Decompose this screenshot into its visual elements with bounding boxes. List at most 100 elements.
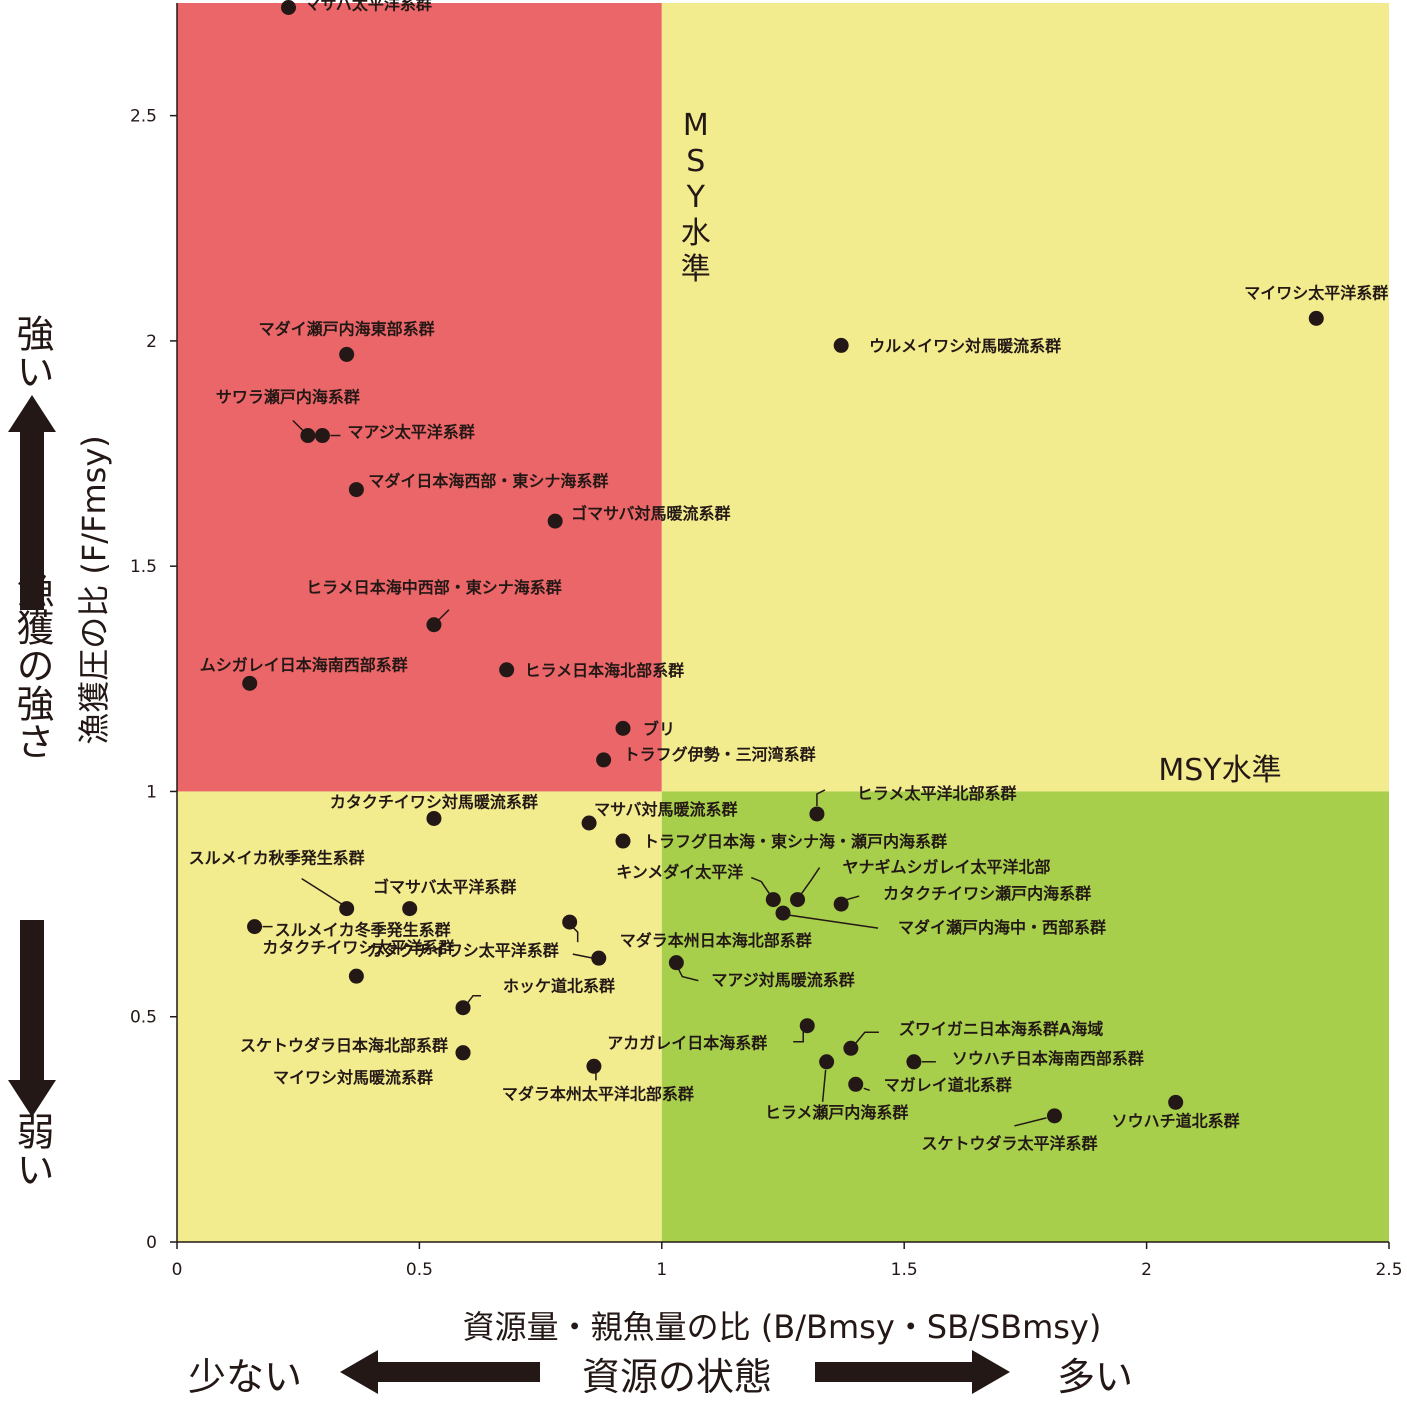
data-point <box>848 1076 864 1092</box>
fishing-strength-indicator: 強い 漁獲の強さ 弱い <box>8 314 56 1188</box>
fishing-strength-label: 漁獲の強さ <box>10 570 54 760</box>
y-tick-label: 1 <box>146 782 157 802</box>
data-point <box>547 513 563 529</box>
point-label: マダラ本州太平洋北部系群 <box>502 1084 694 1103</box>
point-label: カタクチイワシ対馬暖流系群 <box>330 792 538 811</box>
point-label: カタクチイワシ瀬戸内海系群 <box>883 884 1091 903</box>
quadrant-healthy <box>661 791 1389 1242</box>
data-point <box>581 815 597 831</box>
y-tick-label: 2 <box>146 332 157 352</box>
point-label: ホッケ道北系群 <box>503 977 615 996</box>
point-label: トラフグ伊勢・三河湾系群 <box>624 745 816 764</box>
weak-label: 弱い <box>10 1112 54 1188</box>
msy-vertical-letter: M <box>683 108 709 143</box>
data-point <box>499 662 515 678</box>
leader-line <box>793 1029 804 1043</box>
data-point <box>314 428 330 444</box>
x-tick-label: 2.5 <box>1375 1260 1402 1280</box>
leader-line <box>788 914 879 929</box>
up-arrow-icon <box>20 415 44 610</box>
leader-line <box>863 1087 870 1092</box>
data-point <box>1308 310 1324 326</box>
point-label: ムシガレイ日本海南西部系群 <box>200 655 408 674</box>
point-label: ソウハチ道北系群 <box>1112 1111 1240 1130</box>
point-label: ヒラメ日本海中西部・東シナ海系群 <box>306 578 562 597</box>
msy-vertical-letter: 準 <box>681 252 711 287</box>
msy-vertical-letter: Y <box>686 180 706 215</box>
point-label: マイワシ対馬暖流系群 <box>273 1068 433 1087</box>
leader-line <box>677 968 699 982</box>
data-point <box>1168 1094 1184 1110</box>
point-label: ゴマサバ太平洋系群 <box>373 878 516 897</box>
data-points <box>242 0 1324 1124</box>
y-axis-title: 漁獲圧の比 (F/Fmsy) <box>75 435 113 745</box>
down-arrow-icon <box>20 920 44 1095</box>
leader-line <box>816 789 826 806</box>
data-point <box>562 914 578 930</box>
many-label: 多い <box>1057 1355 1133 1399</box>
data-point <box>819 1054 835 1070</box>
leader-line <box>572 953 593 959</box>
point-label: マダラ本州日本海北部系群 <box>620 931 812 950</box>
data-point <box>596 752 612 768</box>
data-point <box>348 482 364 498</box>
point-label: ヒラメ瀬戸内海系群 <box>765 1103 909 1122</box>
leader-line <box>466 994 482 1005</box>
point-label: ウルメイワシ対馬暖流系群 <box>869 336 1061 355</box>
point-label: ヒラメ日本海北部系群 <box>525 661 685 680</box>
point-label: ソウハチ日本海南西部系群 <box>952 1049 1144 1068</box>
msy-vertical-letter: 水 <box>681 216 711 251</box>
point-label: ズワイガニ日本海系群A海域 <box>899 1019 1103 1038</box>
x-tick-label: 2 <box>1141 1260 1152 1280</box>
data-point <box>1046 1108 1062 1124</box>
leader-line <box>800 867 821 895</box>
quadrant-backgrounds <box>177 3 1389 1242</box>
data-point <box>790 892 806 908</box>
axes: 0 0.5 1 1.5 2 2.5 0 0.5 1 1.5 2 2.5 <box>130 3 1403 1280</box>
leader-line <box>821 1069 827 1102</box>
leader-line <box>854 1031 879 1045</box>
point-label: ヒラメ太平洋北部系群 <box>857 784 1017 803</box>
y-tick-label: 0.5 <box>130 1008 157 1028</box>
left-arrow-icon <box>340 1350 540 1394</box>
data-point <box>591 950 607 966</box>
data-point <box>402 901 418 917</box>
point-label: アカガレイ日本海系群 <box>607 1034 767 1053</box>
point-label: マサバ太平洋系群 <box>305 0 432 14</box>
leader-line <box>1014 1117 1047 1127</box>
data-point <box>775 905 791 921</box>
point-label: カタクチイワシ太平洋系群 <box>262 938 454 957</box>
point-label: サワラ瀬戸内海系群 <box>216 388 360 407</box>
down-arrow-head-icon <box>8 1080 56 1117</box>
data-point <box>615 833 631 849</box>
point-label: マダイ瀬戸内海東部系群 <box>259 319 435 338</box>
data-point <box>586 1058 602 1074</box>
point-label: カタクチイワシ太平洋系群 <box>367 941 559 960</box>
msy-labels: MSY水準 MSY水準 <box>681 108 1282 788</box>
data-point <box>426 810 442 826</box>
msy-level-horizontal-label: MSY水準 <box>1158 753 1281 788</box>
leader-line <box>301 877 344 906</box>
x-tick-label: 0.5 <box>406 1260 433 1280</box>
point-label: スルメイカ冬季発生系群 <box>275 921 451 940</box>
right-arrow-icon <box>815 1350 1010 1394</box>
y-tick-label: 2.5 <box>130 107 157 127</box>
point-label: マガレイ道北系群 <box>884 1075 1012 1094</box>
stock-status-label: 資源の状態 <box>582 1355 772 1399</box>
data-point <box>300 428 316 444</box>
data-point <box>281 0 297 16</box>
point-label: マアジ対馬暖流系群 <box>711 971 854 990</box>
data-point <box>843 1040 859 1056</box>
x-axis-title: 資源量・親魚量の比 (B/Bmsy・SB/SBmsy) <box>463 1308 1102 1346</box>
leader-line <box>844 895 860 901</box>
data-point <box>906 1054 922 1070</box>
strong-label: 強い <box>10 314 54 390</box>
quadrant-low-stock-low-pressure <box>177 791 662 1242</box>
msy-vertical-letter: S <box>686 144 705 179</box>
data-point <box>242 675 258 691</box>
y-tick-label: 1.5 <box>130 557 157 577</box>
point-label: マサバ対馬暖流系群 <box>594 800 737 819</box>
x-tick-label: 1 <box>656 1260 667 1280</box>
